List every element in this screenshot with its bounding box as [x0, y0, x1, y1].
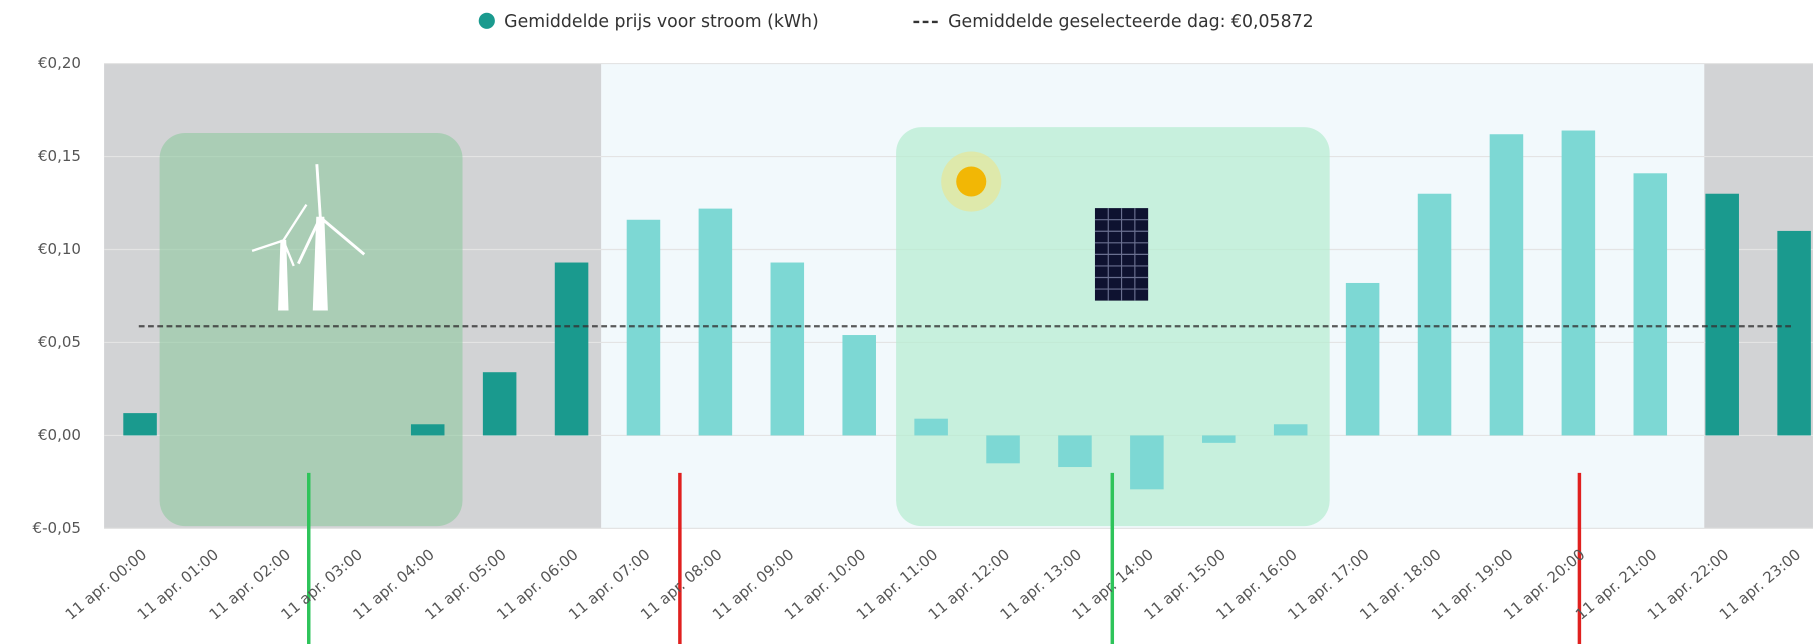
bar: [914, 419, 948, 436]
sun: [956, 166, 986, 196]
y-tick-label: €0,00: [38, 426, 81, 444]
bar: [1130, 435, 1164, 489]
legend-label: Gemiddelde prijs voor stroom (kWh): [504, 12, 819, 32]
bar: [1705, 194, 1739, 436]
bar: [1490, 134, 1524, 435]
bar: [483, 372, 517, 435]
bar: [1058, 435, 1092, 467]
bar: [842, 335, 876, 435]
bar: [1562, 131, 1596, 436]
bar: [1418, 194, 1452, 436]
bar: [411, 424, 445, 435]
bar: [1202, 435, 1236, 442]
bar: [627, 220, 661, 436]
y-tick-label: €0,05: [38, 333, 81, 351]
bar: [699, 209, 733, 436]
bar: [555, 263, 589, 436]
bar: [1274, 424, 1308, 435]
bar: [986, 435, 1020, 463]
legend-label: Gemiddelde geselecteerde dag: €0,05872: [948, 12, 1314, 32]
wind-box: [160, 133, 463, 526]
y-tick-label: €0,20: [38, 54, 81, 72]
bar: [123, 413, 157, 435]
y-tick-label: €-0,05: [33, 519, 81, 537]
bar: [1634, 173, 1668, 435]
bar: [1346, 283, 1380, 435]
y-tick-label: €0,10: [38, 240, 81, 258]
y-tick-label: €0,15: [38, 147, 81, 165]
bar: [1777, 231, 1811, 436]
bar: [771, 263, 805, 436]
legend-swatch: [479, 13, 495, 29]
solar-panel: [1095, 208, 1148, 300]
chart: Gemiddelde prijs voor stroom (kWh) Gemid…: [0, 0, 1813, 644]
